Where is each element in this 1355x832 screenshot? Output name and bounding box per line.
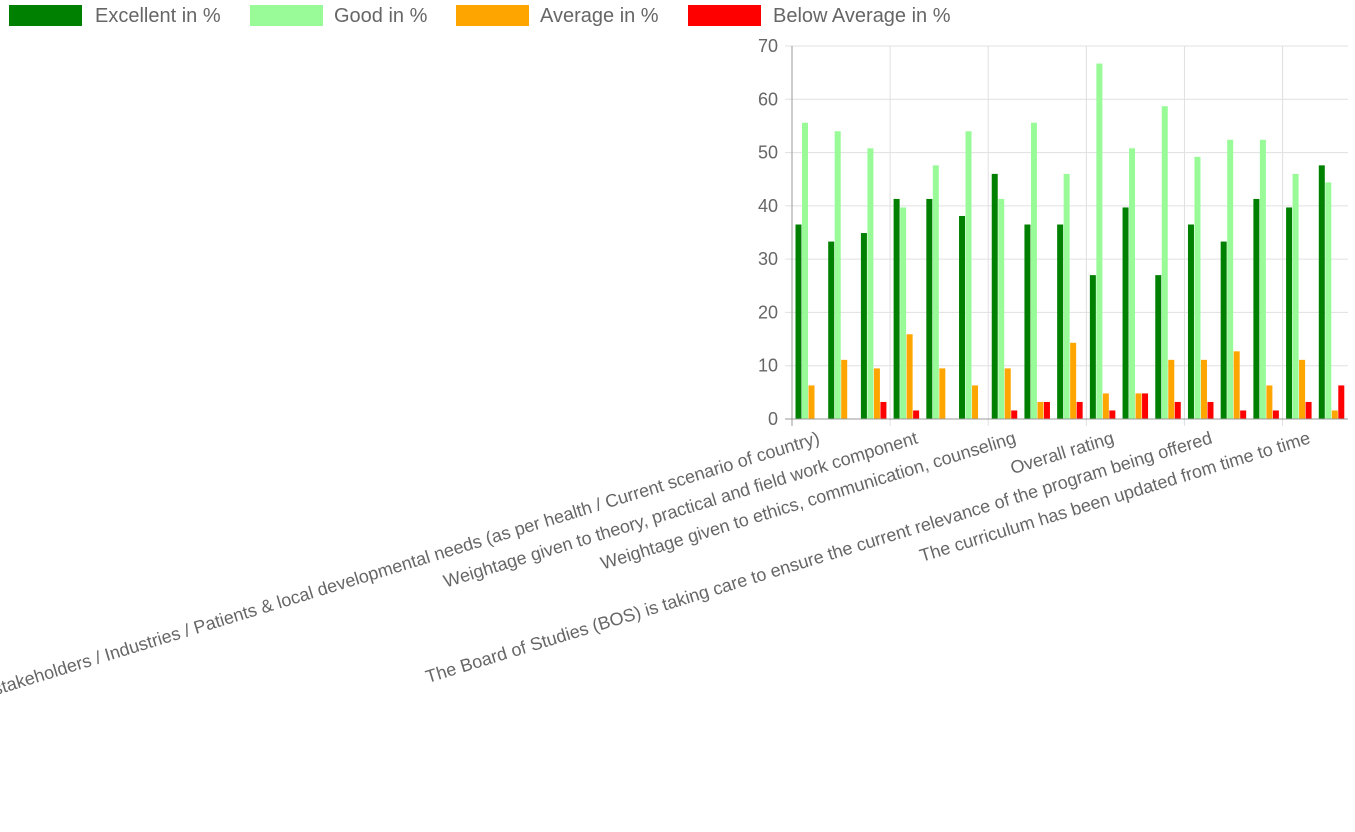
bar-average-5[interactable]	[939, 368, 946, 419]
bar-good-17[interactable]	[1325, 182, 1332, 419]
y-tick-label: 60	[758, 89, 778, 109]
bar-excellent-17[interactable]	[1318, 165, 1325, 419]
bar-good-12[interactable]	[1161, 106, 1168, 419]
bar-below-average-9[interactable]	[1076, 401, 1083, 419]
bar-good-14[interactable]	[1227, 139, 1234, 420]
y-axis-tick-labels: 0 10 20 30 40 50 60 70	[758, 36, 778, 429]
bar-below-average-16[interactable]	[1305, 401, 1312, 419]
bar-excellent-12[interactable]	[1155, 275, 1162, 419]
legend-swatch-3[interactable]	[456, 5, 529, 26]
legend-label-4: Below Average in %	[773, 5, 951, 27]
y-tick-label: 70	[758, 36, 778, 56]
bar-below-average-13[interactable]	[1207, 401, 1214, 419]
bar-excellent-8[interactable]	[1024, 224, 1031, 419]
bar-excellent-14[interactable]	[1220, 241, 1227, 419]
y-tick-label: 10	[758, 356, 778, 376]
bar-excellent-10[interactable]	[1089, 275, 1096, 419]
chart-axes	[785, 46, 1348, 426]
bar-average-11[interactable]	[1135, 393, 1142, 419]
bar-excellent-1[interactable]	[795, 224, 802, 419]
bar-good-5[interactable]	[932, 165, 939, 419]
bar-below-average-11[interactable]	[1142, 393, 1149, 419]
bar-excellent-7[interactable]	[991, 173, 998, 419]
bar-below-average-15[interactable]	[1272, 410, 1279, 419]
legend-label-1: Excellent in %	[95, 5, 221, 27]
bar-average-6[interactable]	[972, 385, 979, 419]
bar-excellent-6[interactable]	[959, 215, 966, 419]
bar-average-10[interactable]	[1102, 393, 1109, 419]
bar-excellent-4[interactable]	[893, 198, 900, 419]
legend-label-2: Good in %	[334, 5, 428, 27]
bar-average-8[interactable]	[1037, 401, 1044, 419]
bar-below-average-17[interactable]	[1338, 385, 1345, 419]
y-tick-label: 40	[758, 196, 778, 216]
bar-good-13[interactable]	[1194, 156, 1201, 419]
bar-good-11[interactable]	[1129, 148, 1136, 419]
bar-average-3[interactable]	[873, 368, 880, 419]
bar-good-2[interactable]	[834, 131, 841, 419]
bar-good-4[interactable]	[900, 207, 907, 419]
bar-below-average-10[interactable]	[1109, 410, 1116, 419]
bar-excellent-13[interactable]	[1187, 224, 1194, 419]
bar-good-3[interactable]	[867, 148, 874, 419]
bar-average-13[interactable]	[1200, 359, 1207, 419]
bar-excellent-3[interactable]	[860, 233, 867, 419]
bar-excellent-16[interactable]	[1286, 207, 1293, 419]
bar-good-15[interactable]	[1259, 139, 1266, 420]
bar-below-average-4[interactable]	[913, 410, 920, 419]
chart-legend: Excellent in % Good in % Average in % Below…	[9, 5, 951, 27]
bar-average-14[interactable]	[1233, 351, 1240, 419]
bar-below-average-3[interactable]	[880, 401, 887, 419]
bar-average-12[interactable]	[1168, 359, 1175, 419]
legend-swatch-4[interactable]	[688, 5, 761, 26]
bar-below-average-14[interactable]	[1240, 410, 1247, 419]
bar-excellent-9[interactable]	[1057, 224, 1064, 419]
bar-good-9[interactable]	[1063, 173, 1070, 419]
x-category-label: Weightage given to theory, practical and…	[441, 428, 920, 592]
bar-excellent-2[interactable]	[828, 241, 835, 419]
bar-good-10[interactable]	[1096, 63, 1103, 419]
bar-below-average-12[interactable]	[1174, 401, 1181, 419]
x-axis-category-labels: Curriculum relevance to needs of stakeho…	[0, 428, 1312, 778]
y-tick-label: 20	[758, 302, 778, 322]
bar-average-1[interactable]	[808, 385, 815, 419]
y-tick-label: 30	[758, 249, 778, 269]
bar-average-7[interactable]	[1004, 368, 1011, 419]
bar-average-4[interactable]	[906, 334, 913, 419]
bar-excellent-11[interactable]	[1122, 207, 1129, 419]
bar-excellent-15[interactable]	[1253, 198, 1260, 419]
bar-average-16[interactable]	[1299, 359, 1306, 419]
legend-swatch-1[interactable]	[9, 5, 82, 26]
bar-excellent-5[interactable]	[926, 198, 933, 419]
legend-swatch-2[interactable]	[250, 5, 323, 26]
legend-label-3: Average in %	[540, 5, 659, 27]
bar-average-17[interactable]	[1331, 410, 1338, 419]
bar-good-6[interactable]	[965, 131, 972, 419]
bar-good-7[interactable]	[998, 198, 1005, 419]
bar-below-average-7[interactable]	[1011, 410, 1018, 419]
y-tick-label: 50	[758, 143, 778, 163]
bar-average-15[interactable]	[1266, 385, 1273, 419]
bar-below-average-8[interactable]	[1043, 401, 1050, 419]
bar-good-8[interactable]	[1030, 122, 1037, 419]
bar-average-2[interactable]	[841, 359, 848, 419]
bar-average-9[interactable]	[1070, 342, 1077, 419]
bar-good-1[interactable]	[802, 122, 808, 419]
chart-bars	[795, 63, 1345, 420]
y-tick-label: 0	[768, 409, 778, 429]
bar-good-16[interactable]	[1292, 173, 1299, 419]
